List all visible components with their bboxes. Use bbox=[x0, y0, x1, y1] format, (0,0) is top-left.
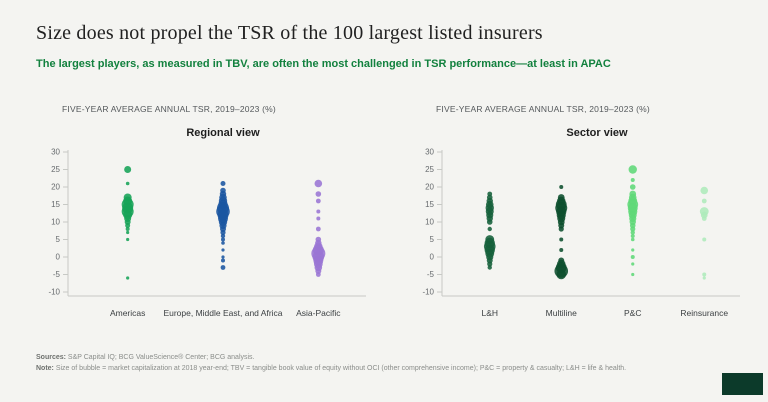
bubble bbox=[700, 186, 709, 195]
bubble bbox=[630, 178, 635, 182]
bubble bbox=[125, 223, 131, 228]
category-label: Americas bbox=[109, 308, 146, 318]
bubble bbox=[701, 216, 707, 221]
y-tick-label: 20 bbox=[51, 183, 60, 192]
y-tick-label: 25 bbox=[51, 165, 60, 174]
bubble bbox=[125, 181, 130, 186]
category-label: Multiline bbox=[545, 308, 577, 318]
note-line: Note: Size of bubble = market capitaliza… bbox=[36, 364, 626, 375]
bubble bbox=[556, 269, 567, 280]
bubble bbox=[487, 265, 492, 270]
bubble bbox=[315, 226, 321, 232]
chart-title-sector: Sector view bbox=[566, 127, 628, 139]
y-tick-label: 30 bbox=[425, 148, 434, 157]
page-subtitle: The largest players, as measured in TBV,… bbox=[36, 58, 611, 70]
bubble bbox=[316, 216, 321, 221]
category-label: Reinsurance bbox=[680, 308, 729, 318]
y-tick-label: 15 bbox=[51, 200, 60, 209]
bubble bbox=[126, 230, 130, 235]
bubble bbox=[221, 255, 225, 259]
y-tick-label: 0 bbox=[430, 253, 435, 262]
bubble bbox=[630, 255, 635, 259]
regional-view-chart: FIVE-YEAR AVERAGE ANNUAL TSR, 2019–2023 … bbox=[28, 104, 388, 336]
sources-label: Sources: bbox=[36, 354, 66, 361]
bubble bbox=[316, 209, 321, 214]
y-tick-label: 0 bbox=[56, 253, 61, 262]
bubble bbox=[221, 258, 225, 263]
category-label: P&C bbox=[624, 308, 642, 318]
bubble bbox=[559, 248, 564, 252]
bubble bbox=[702, 272, 707, 277]
bubble bbox=[126, 237, 130, 242]
bubble bbox=[126, 276, 130, 280]
bubble bbox=[628, 165, 637, 174]
chart-title-regional: Regional view bbox=[186, 127, 260, 139]
bubble bbox=[702, 237, 707, 242]
bubble bbox=[559, 185, 564, 189]
bubble bbox=[631, 262, 635, 266]
axis-caption-sector: FIVE-YEAR AVERAGE ANNUAL TSR, 2019–2023 … bbox=[436, 104, 650, 114]
bubble bbox=[315, 198, 321, 204]
bubble bbox=[630, 234, 635, 238]
bubble bbox=[220, 229, 226, 236]
regional-category-labels: Americas Europe, Middle East, and Africa A… bbox=[28, 304, 374, 336]
bubble bbox=[558, 226, 564, 232]
bubble bbox=[701, 198, 707, 204]
note-label: Note: bbox=[36, 364, 54, 372]
bubble bbox=[220, 181, 226, 186]
y-tick-label: -5 bbox=[427, 270, 435, 279]
bubble bbox=[559, 237, 564, 242]
bubble bbox=[486, 219, 493, 225]
y-tick-label: -5 bbox=[53, 270, 61, 279]
axis-caption-regional: FIVE-YEAR AVERAGE ANNUAL TSR, 2019–2023 … bbox=[62, 104, 276, 114]
y-tick-label: 15 bbox=[425, 200, 434, 209]
y-tick-label: 30 bbox=[51, 148, 60, 157]
bubble bbox=[220, 233, 226, 239]
sources-line: Sources: S&P Capital IQ; BCG ValueScienc… bbox=[36, 353, 626, 364]
bubble bbox=[221, 241, 225, 245]
bubble bbox=[220, 265, 226, 270]
bubble bbox=[315, 268, 322, 274]
note-text: Size of bubble = market capitalization a… bbox=[53, 364, 627, 372]
sector-bubble-strip-plot: 30 25 20 15 10 5 0 -5 -10 bbox=[422, 148, 740, 297]
y-tick-label: -10 bbox=[422, 288, 434, 297]
bubble bbox=[629, 184, 636, 190]
bubble bbox=[315, 191, 322, 197]
sector-category-labels: L&H Multiline P&C Reinsurance bbox=[402, 304, 748, 336]
bubble bbox=[630, 230, 635, 235]
bubble bbox=[487, 261, 493, 267]
bubble bbox=[124, 166, 132, 173]
bubble bbox=[631, 248, 635, 252]
bcg-logo-block bbox=[722, 373, 763, 395]
footnotes: Sources: S&P Capital IQ; BCG ValueScienc… bbox=[36, 353, 626, 374]
bubble bbox=[702, 276, 706, 280]
y-tick-label: 5 bbox=[56, 235, 61, 244]
category-label: Asia-Pacific bbox=[296, 308, 341, 318]
category-label: L&H bbox=[481, 308, 499, 318]
y-tick-label: 5 bbox=[430, 235, 435, 244]
category-label: Europe, Middle East, and Africa bbox=[163, 308, 283, 318]
y-tick-label: -10 bbox=[48, 288, 60, 297]
bubble bbox=[315, 272, 321, 277]
sector-view-chart: FIVE-YEAR AVERAGE ANNUAL TSR, 2019–2023 … bbox=[402, 104, 762, 336]
page-title: Size does not propel the TSR of the 100 … bbox=[36, 22, 543, 44]
bubble bbox=[700, 211, 708, 219]
bubble bbox=[631, 272, 635, 277]
bubble bbox=[630, 226, 636, 232]
charts-row: FIVE-YEAR AVERAGE ANNUAL TSR, 2019–2023 … bbox=[28, 104, 762, 336]
regional-bubble-strip-plot: 30 25 20 15 10 5 0 -5 -10 bbox=[48, 148, 366, 297]
bubble bbox=[314, 179, 323, 188]
y-tick-label: 20 bbox=[425, 183, 434, 192]
bubble bbox=[221, 237, 225, 242]
y-tick-label: 10 bbox=[425, 218, 434, 227]
sources-text: S&P Capital IQ; BCG ValueScience® Center… bbox=[65, 354, 255, 361]
bubble bbox=[630, 237, 635, 242]
y-tick-label: 10 bbox=[51, 218, 60, 227]
y-tick-label: 25 bbox=[425, 165, 434, 174]
bubble bbox=[487, 226, 492, 232]
bubble bbox=[221, 248, 225, 252]
bubble bbox=[125, 227, 130, 231]
